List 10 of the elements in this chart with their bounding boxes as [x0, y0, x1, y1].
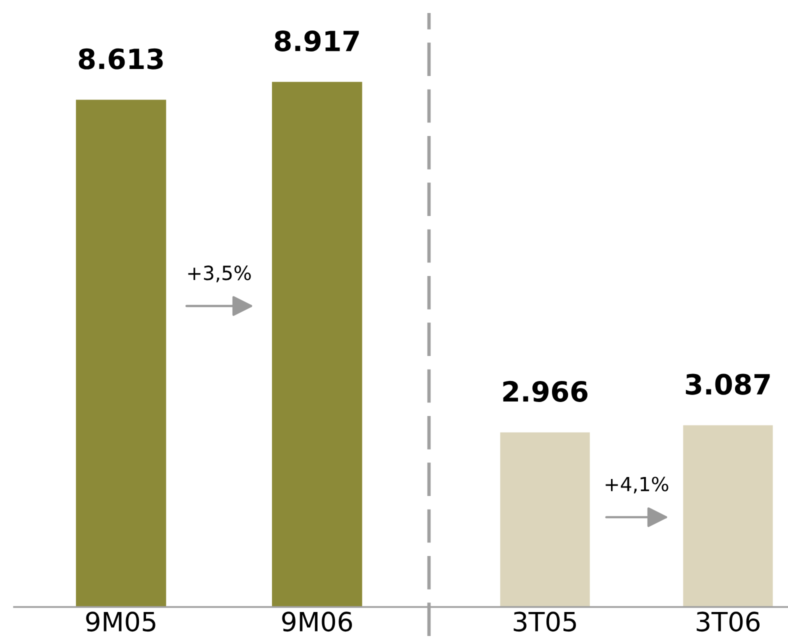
data-label: 3.087 — [686, 374, 770, 395]
x-tick-label: 3T05 — [514, 612, 576, 632]
x-tick-label: 3T06 — [696, 612, 760, 632]
data-label: 2.966 — [503, 380, 588, 402]
x-tick-label: 9M06 — [282, 612, 352, 632]
annotation: +3,5% — [188, 266, 251, 282]
data-label: 8.917 — [274, 30, 359, 52]
x-tick-label: 9M05 — [86, 612, 156, 632]
annotation: +4,1% — [606, 476, 668, 494]
data-label: 8.613 — [78, 48, 163, 70]
